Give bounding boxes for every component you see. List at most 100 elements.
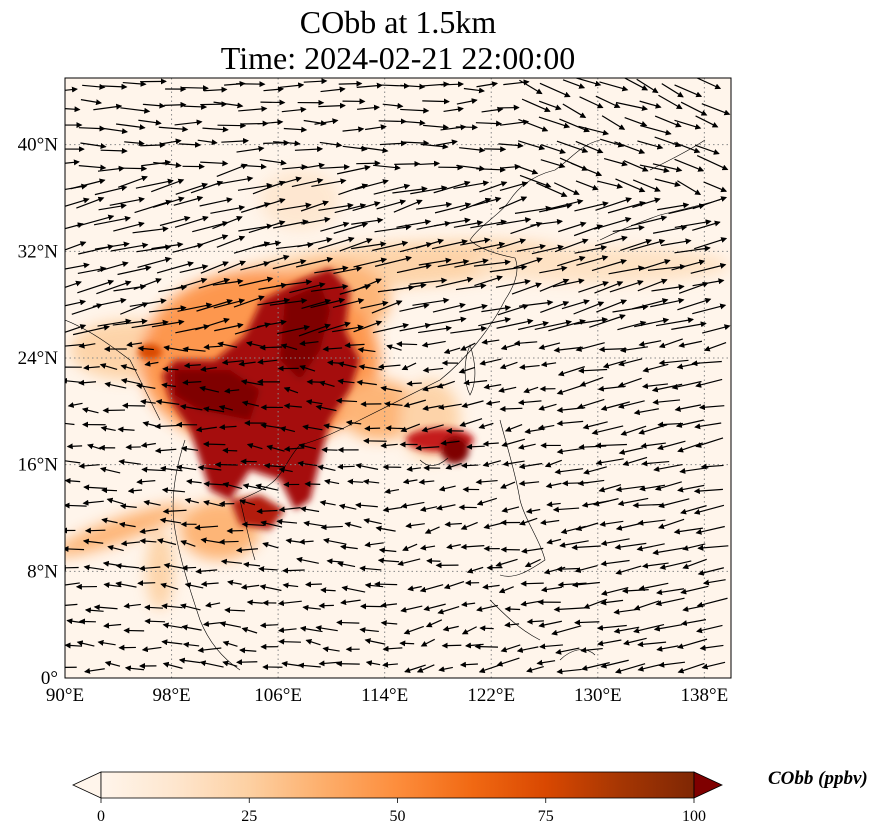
- wind-arrow: [636, 78, 659, 94]
- wind-arrow: [224, 607, 246, 614]
- wind-arrow: [77, 266, 107, 275]
- wind-arrow: [519, 364, 540, 370]
- wind-arrow: [523, 386, 539, 394]
- wind-arrow: [212, 278, 244, 286]
- wind-arrow: [502, 460, 525, 467]
- lat-tick-label: 8°N: [27, 561, 58, 582]
- wind-arrow: [419, 160, 441, 167]
- wind-arrow: [499, 361, 518, 370]
- wind-arrow: [399, 640, 415, 647]
- wind-arrow: [555, 647, 580, 655]
- wind-arrow: [680, 505, 707, 515]
- wind-arrow: [538, 403, 557, 411]
- colorbar-tick-label: 100: [682, 808, 706, 825]
- wind-arrow: [498, 142, 524, 149]
- wind-arrow: [574, 245, 608, 254]
- wind-arrow: [197, 647, 222, 653]
- wind-arrow: [289, 282, 326, 294]
- wind-arrow: [559, 118, 590, 133]
- wind-arrow: [674, 245, 711, 254]
- wind-arrow: [137, 580, 156, 587]
- wind-arrow: [380, 385, 402, 393]
- wind-arrow: [518, 118, 549, 132]
- wind-arrow: [382, 102, 404, 109]
- wind-arrow: [224, 387, 240, 394]
- wind-arrow: [380, 442, 398, 449]
- wind-arrow: [196, 298, 233, 312]
- wind-arrow: [620, 238, 653, 252]
- wind-arrow: [364, 638, 386, 645]
- wind-arrow: [305, 638, 321, 646]
- wind-arrow: [692, 196, 728, 210]
- wind-arrow: [351, 241, 387, 250]
- wind-arrow: [67, 402, 83, 408]
- wind-arrow: [281, 106, 307, 113]
- wind-arrow: [548, 319, 586, 332]
- wind-arrow: [496, 217, 532, 226]
- wind-arrow: [333, 222, 369, 234]
- wind-arrow: [538, 342, 561, 350]
- wind-arrow: [503, 79, 530, 86]
- wind-arrow: [310, 283, 349, 292]
- wind-arrow: [496, 318, 534, 329]
- wind-arrow: [339, 238, 373, 252]
- wind-arrow: [386, 344, 402, 351]
- wind-arrow: [446, 543, 461, 550]
- wind-arrow: [301, 216, 331, 225]
- wind-arrow: [279, 426, 296, 433]
- wind-arrow: [283, 126, 308, 133]
- wind-arrow: [273, 219, 309, 229]
- wind-arrow: [299, 364, 316, 372]
- wind-arrow: [104, 381, 127, 389]
- wind-arrow: [617, 497, 649, 507]
- wind-arrow: [622, 456, 648, 466]
- wind-arrow: [239, 499, 256, 506]
- wind-arrow: [219, 621, 242, 628]
- wind-arrow: [379, 140, 407, 147]
- wind-arrow: [161, 382, 176, 389]
- wind-arrow: [453, 180, 490, 190]
- wind-arrow: [693, 504, 725, 515]
- wind-arrow: [538, 116, 571, 129]
- wind-arrow: [65, 422, 75, 426]
- wind-arrow: [517, 443, 536, 450]
- wind-arrow: [266, 444, 285, 452]
- wind-arrow: [435, 139, 458, 146]
- wind-arrow: [520, 580, 544, 587]
- wind-arrow: [181, 564, 197, 571]
- wind-arrow: [237, 182, 273, 191]
- wind-arrow: [518, 480, 540, 487]
- wind-arrow: [424, 526, 440, 534]
- wind-arrow: [142, 421, 157, 427]
- wind-arrow: [460, 521, 478, 530]
- wind-arrow: [455, 124, 479, 131]
- wind-arrow: [436, 380, 455, 389]
- wind-arrow: [233, 241, 271, 254]
- wind-arrow: [458, 366, 476, 374]
- wind-arrow: [82, 83, 106, 90]
- wind-arrow: [161, 603, 183, 610]
- wind-arrow: [422, 98, 450, 105]
- colorbar-tick-label: 25: [241, 808, 257, 825]
- lat-tick-label: 32°N: [18, 241, 59, 262]
- wind-arrow: [97, 318, 132, 327]
- wind-arrow: [246, 442, 263, 450]
- wind-arrow: [182, 346, 206, 353]
- wind-arrow: [513, 257, 543, 269]
- wind-arrow: [419, 506, 438, 513]
- wind-arrow: [576, 398, 605, 410]
- wind-arrow: [133, 278, 162, 290]
- wind-arrow: [596, 299, 628, 313]
- map-title-line1: CObb at 1.5km: [299, 4, 497, 40]
- wind-arrow: [175, 182, 209, 195]
- wind-arrow: [318, 321, 351, 334]
- wind-arrow: [298, 443, 316, 450]
- wind-arrow: [571, 581, 600, 588]
- wind-arrow: [556, 140, 589, 153]
- wind-arrow: [674, 119, 702, 130]
- wind-arrow: [400, 605, 423, 613]
- wind-arrow: [552, 278, 585, 288]
- wind-arrow: [500, 163, 521, 170]
- wind-arrow: [614, 663, 646, 674]
- wind-arrow: [120, 364, 137, 371]
